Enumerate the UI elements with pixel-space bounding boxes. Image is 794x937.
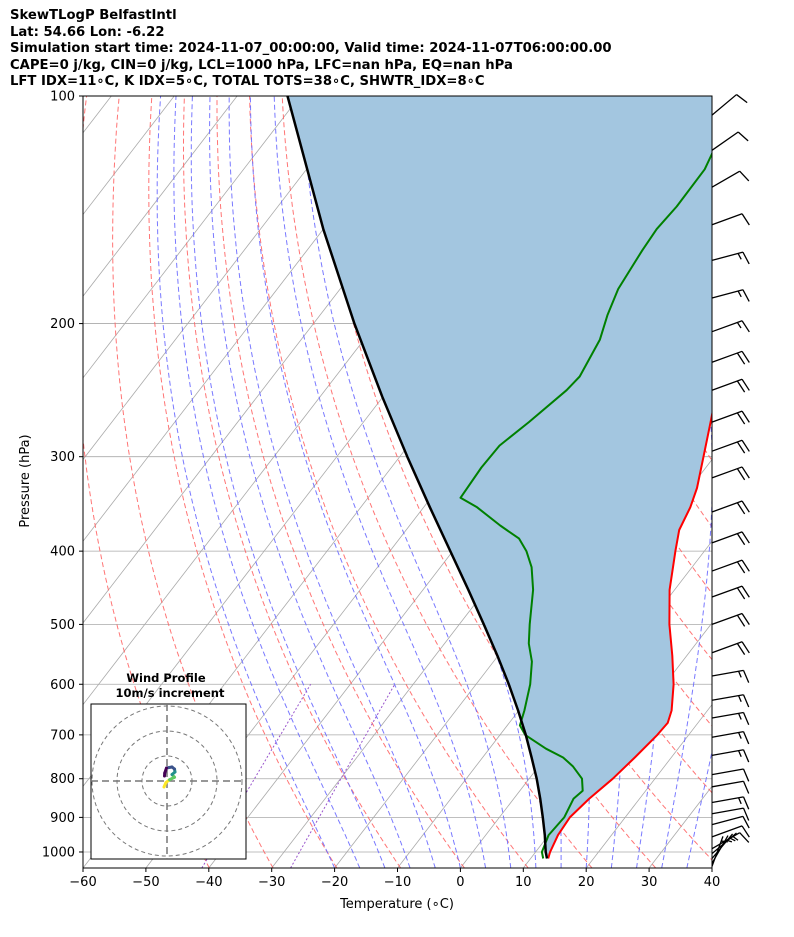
wind-barb: [711, 559, 750, 574]
simulation-time: Simulation start time: 2024-11-07_00:00:…: [10, 41, 612, 56]
moist-adiabat: [273, 96, 487, 868]
wind-barb: [711, 131, 749, 151]
wind-barb: [711, 466, 750, 481]
wind-barb: [711, 531, 750, 546]
wind-barb: [711, 94, 748, 116]
isotherm: [83, 96, 364, 461]
wind-barb: [711, 825, 750, 838]
wind-barb: [711, 500, 750, 515]
x-tick-label: 20: [578, 875, 595, 890]
x-tick-label: −40: [195, 875, 222, 890]
wind-barb: [711, 711, 750, 726]
wind-barb: [711, 815, 750, 829]
wind-barb: [711, 612, 750, 627]
dewpoint-line: [459, 151, 712, 859]
wind-barbs: [711, 94, 750, 867]
hodograph-inset: Wind Profile 10m/s increment: [90, 671, 247, 860]
wind-barb: [711, 170, 750, 188]
moist-adiabat: [737, 96, 794, 868]
y-tick-label: 300: [50, 450, 75, 465]
y-axis-label: Pressure (hPa): [18, 434, 33, 527]
wind-barb: [711, 585, 750, 600]
y-tick-label: 400: [50, 545, 75, 560]
wind-barb: [711, 320, 750, 333]
x-axis-label: Temperature (∘C): [339, 897, 454, 912]
wind-barb: [711, 780, 750, 794]
wind-barb: [711, 289, 750, 302]
y-tick-label: 600: [50, 678, 75, 693]
x-tick-label: −50: [132, 875, 159, 890]
wind-barb: [711, 768, 750, 782]
wind-barb: [711, 251, 750, 265]
stability-indices: LFT IDX=11∘C, K IDX=5∘C, TOTAL TOTS=38∘C…: [10, 74, 485, 89]
y-tick-label: 500: [50, 618, 75, 633]
wind-barb: [711, 832, 750, 850]
wind-barb: [711, 213, 750, 226]
axis-ticks: −60 −50 −40 −30 −20 −10 0 10 20 30 40 1000 900 800 700…: [42, 90, 720, 891]
mixing-ratio-line: [290, 684, 396, 868]
wind-barb: [711, 694, 750, 708]
y-tick-label: 800: [50, 772, 75, 787]
chart-title: SkewTLogP BelfastIntl: [10, 8, 177, 23]
wind-barb: [711, 807, 750, 821]
convective-indices: CAPE=0 j/kg, CIN=0 j/kg, LCL=1000 hPa, L…: [10, 57, 513, 73]
wind-barb: [711, 350, 750, 365]
y-tick-label: 900: [50, 811, 75, 826]
x-tick-label: 40: [704, 875, 721, 890]
x-tick-label: 10: [515, 875, 532, 890]
wind-barb: [711, 669, 750, 683]
moist-adiabat: [300, 96, 512, 868]
x-tick-label: 30: [641, 875, 658, 890]
x-tick-label: −10: [384, 875, 411, 890]
isotherm: [711, 867, 712, 868]
isotherm: [83, 96, 301, 379]
isotherm: [775, 96, 794, 868]
y-tick-label: 1000: [42, 845, 75, 860]
temperature-line: [547, 409, 712, 859]
x-tick-label: −30: [258, 875, 285, 890]
isotherm: [83, 96, 238, 297]
y-tick-label: 200: [50, 317, 75, 332]
hodograph-subtitle: 10m/s increment: [116, 686, 225, 700]
wind-barb: [711, 796, 750, 810]
y-tick-label: 700: [50, 728, 75, 743]
moist-adiabat: [249, 96, 461, 868]
chart-header: SkewTLogP BelfastIntl Lat: 54.66 Lon: -6…: [10, 8, 612, 91]
dry-adiabat: [346, 96, 712, 861]
wind-barb: [711, 749, 750, 763]
moist-adiabat: [228, 96, 436, 868]
dry-adiabat: [183, 96, 402, 868]
wind-barb: [711, 439, 750, 454]
moist-adiabat: [156, 96, 336, 868]
wind-barb: [711, 641, 750, 656]
parcel-path-line: [286, 96, 549, 859]
x-tick-label: −20: [321, 875, 348, 890]
wind-barb: [711, 410, 750, 425]
dry-adiabat: [739, 96, 794, 868]
moist-adiabat: [190, 96, 386, 868]
moist-adiabat: [173, 96, 361, 868]
sounding-profiles: [286, 96, 712, 859]
x-tick-label: −60: [69, 875, 96, 890]
wind-barb: [711, 731, 750, 745]
station-location: Lat: 54.66 Lon: -6.22: [10, 24, 165, 40]
moist-adiabat: [711, 865, 712, 868]
dry-adiabat: [705, 96, 712, 112]
wind-barb: [711, 378, 750, 393]
dry-adiabat: [249, 96, 529, 868]
moist-adiabat: [209, 96, 411, 868]
x-tick-label: 0: [456, 875, 464, 890]
dry-adiabat: [216, 96, 465, 868]
dry-adiabat: [771, 96, 794, 868]
y-tick-label: 100: [50, 90, 75, 105]
cape-cin-shading: [287, 96, 712, 859]
hodograph-title: Wind Profile: [126, 671, 206, 685]
